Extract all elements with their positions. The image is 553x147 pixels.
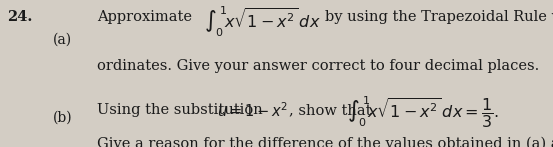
Text: (a): (a) (53, 32, 72, 46)
Text: $\int_0^{\,1}\! x\sqrt{1-x^2}\, dx$: $\int_0^{\,1}\! x\sqrt{1-x^2}\, dx$ (204, 4, 320, 39)
Text: $u = 1-x^2$: $u = 1-x^2$ (217, 101, 289, 120)
Text: 24.: 24. (7, 10, 32, 24)
Text: $\int_0^{\,1}\! x\sqrt{1-x^2}\, dx = \dfrac{1}{3}$.: $\int_0^{\,1}\! x\sqrt{1-x^2}\, dx = \df… (347, 94, 498, 130)
Text: by using the Trapezoidal Rule with five: by using the Trapezoidal Rule with five (325, 10, 553, 24)
Text: Using the substitution: Using the substitution (97, 103, 267, 117)
Text: Approximate: Approximate (97, 10, 192, 24)
Text: , show that: , show that (289, 103, 372, 117)
Text: ordinates. Give your answer correct to four decimal places.: ordinates. Give your answer correct to f… (97, 59, 539, 73)
Text: (b): (b) (53, 110, 72, 124)
Text: Give a reason for the difference of the values obtained in (a) and (b).: Give a reason for the difference of the … (97, 137, 553, 147)
